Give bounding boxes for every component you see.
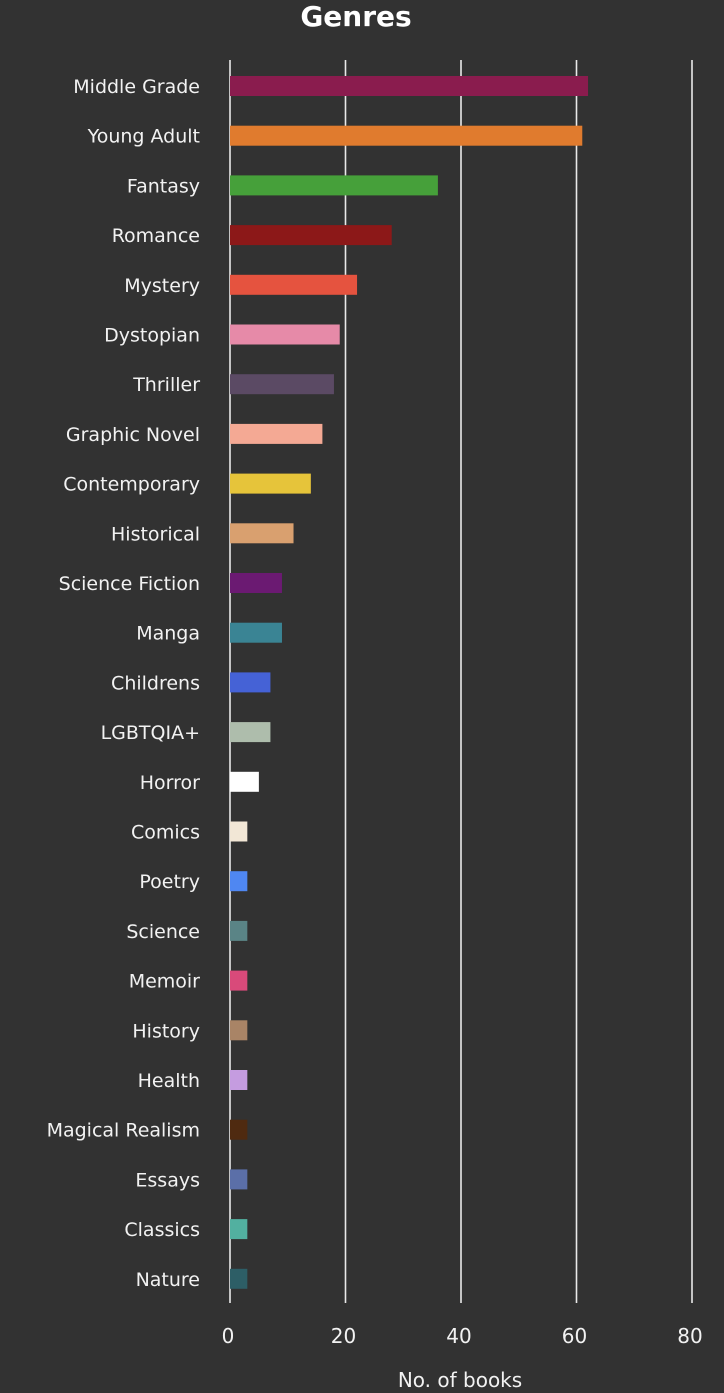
x-tick-label: 20 — [331, 1324, 356, 1348]
category-label: Fantasy — [127, 175, 200, 197]
category-label: Young Adult — [87, 126, 200, 148]
category-label: Childrens — [111, 672, 200, 694]
category-label: Graphic Novel — [66, 424, 200, 446]
bar — [230, 225, 392, 246]
category-label: Essays — [135, 1169, 200, 1191]
x-tick-label: 60 — [562, 1324, 587, 1348]
bar — [230, 374, 334, 395]
category-label: Dystopian — [104, 325, 200, 347]
chart-title: Genres — [300, 0, 411, 33]
gridlines — [229, 60, 693, 1303]
bar — [230, 821, 248, 842]
category-label: Magical Realism — [47, 1120, 200, 1142]
category-label: Contemporary — [63, 474, 200, 496]
category-label: Nature — [136, 1269, 200, 1291]
bar — [230, 76, 589, 96]
bar — [230, 125, 583, 146]
category-label: Thriller — [132, 374, 200, 396]
bar — [230, 622, 282, 643]
bar — [230, 274, 358, 295]
category-label: Science Fiction — [59, 573, 200, 595]
x-axis-title: No. of books — [398, 1368, 522, 1392]
bar — [230, 722, 271, 743]
bar — [230, 473, 311, 494]
bar — [230, 523, 294, 544]
bars — [230, 76, 589, 1289]
category-label: Comics — [131, 822, 200, 844]
x-tick-label: 40 — [446, 1324, 471, 1348]
bar — [230, 573, 282, 593]
category-label: Mystery — [124, 275, 200, 297]
bar — [230, 771, 259, 792]
category-label: LGBTQIA+ — [101, 722, 200, 744]
bar — [230, 672, 271, 693]
bar — [230, 920, 248, 941]
category-label: Science — [126, 921, 200, 943]
category-label: Poetry — [139, 871, 200, 893]
x-tick-label: 0 — [222, 1324, 235, 1348]
bar — [230, 970, 248, 991]
bar — [230, 871, 248, 892]
bar — [230, 423, 323, 444]
category-label: Horror — [140, 772, 200, 794]
bar — [230, 1070, 248, 1090]
category-labels: Middle Grade Young Adult Fantasy Romance Mys… — [47, 76, 201, 1291]
bar — [230, 175, 438, 196]
category-label: Romance — [112, 225, 200, 247]
category-label: Manga — [136, 623, 200, 645]
bar — [230, 1219, 248, 1240]
category-label: Health — [138, 1070, 200, 1092]
bar — [230, 1020, 248, 1041]
x-tick-label: 80 — [677, 1324, 702, 1348]
bar — [230, 1119, 248, 1140]
bar — [230, 324, 340, 345]
bar — [230, 1169, 248, 1190]
category-label: Middle Grade — [73, 76, 200, 98]
x-tick-labels: 0 20 40 60 80 — [222, 1324, 703, 1348]
category-label: Memoir — [129, 971, 200, 993]
bar — [230, 1268, 248, 1289]
category-label: Classics — [124, 1219, 200, 1241]
category-label: History — [132, 1020, 200, 1042]
category-label: Historical — [111, 523, 200, 545]
